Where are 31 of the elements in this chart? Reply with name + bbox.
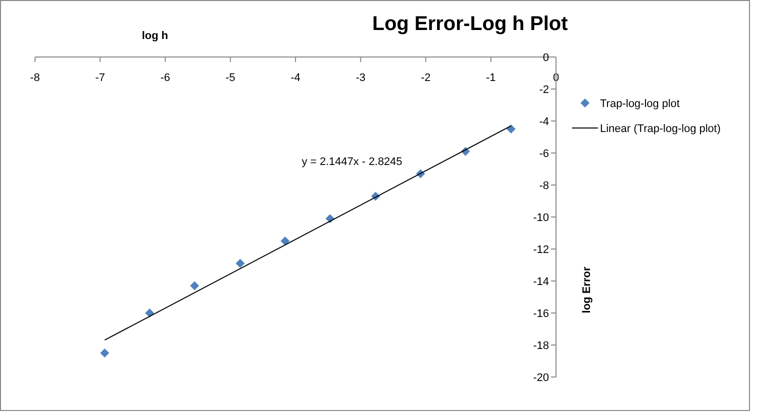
y-axis-title: log Error [581,266,593,314]
x-tick-label: -6 [160,72,170,84]
x-tick-label: -7 [95,72,106,84]
y-tick-label: -16 [533,308,549,320]
y-tick-label: -10 [533,212,549,224]
y-tick-label: -6 [539,148,549,160]
legend-label: Linear (Trap-log-log plot) [600,123,721,135]
y-tick-label: -20 [533,372,549,384]
point [100,348,110,358]
x-tick-label: -5 [225,72,236,84]
x-tick-label: -3 [356,72,366,84]
y-tick-label: -2 [539,84,549,96]
y-tick-label: 0 [542,52,549,64]
x-tick-label: -8 [30,72,40,84]
point [145,308,154,318]
y-tick-label: -18 [533,340,549,352]
point [190,281,200,290]
x-axis-title: log h [142,30,168,42]
legend-label: Trap-log-log plot [600,98,680,110]
y-tick-label: -14 [533,276,549,288]
point [236,258,245,268]
y-tick-label: -12 [533,244,549,256]
point [280,236,290,246]
x-tick-label: -2 [420,72,431,84]
chart-title: Log Error-Log h Plot [372,13,568,35]
x-tick-label: -1 [486,72,496,84]
y-tick-label: -8 [539,180,549,192]
y-tick-label: -4 [539,116,549,128]
annotation: y = 2.1447x - 2.8245 [302,156,402,168]
point [506,124,516,134]
x-tick-label: -4 [290,72,300,84]
